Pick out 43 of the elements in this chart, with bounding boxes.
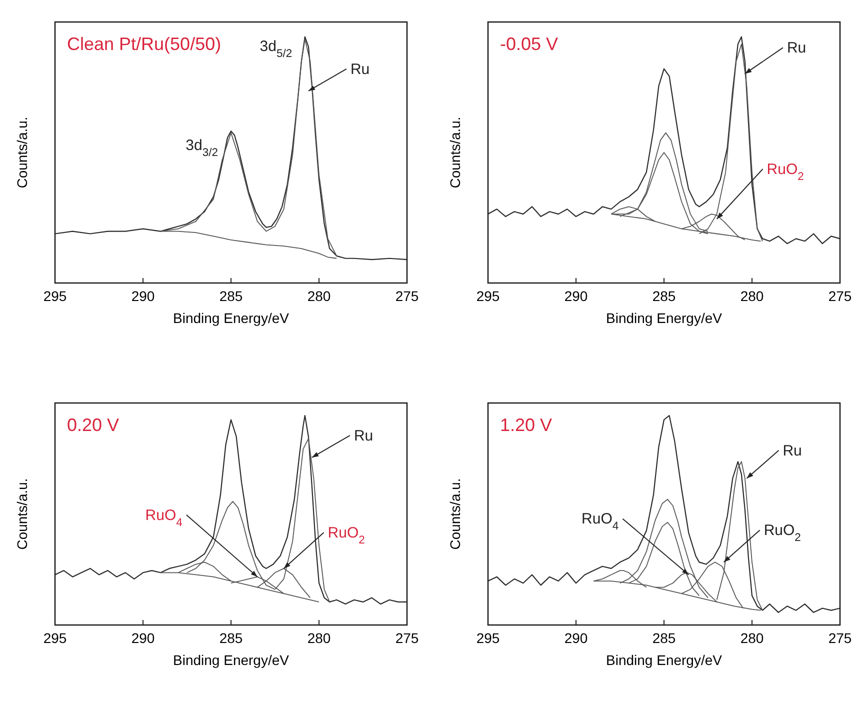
y-axis-title: Counts/a.u. (14, 116, 30, 188)
y-axis-title: Counts/a.u. (14, 478, 30, 550)
x-tick-label: 295 (476, 288, 500, 304)
chart-title: -0.05 V (500, 34, 558, 54)
x-tick-label: 280 (307, 630, 331, 646)
annotation: RuO$_{4}$ (582, 510, 619, 533)
x-tick-label: 280 (740, 288, 764, 304)
x-tick-label: 290 (131, 288, 155, 304)
y-axis-title: Counts/a.u. (447, 478, 463, 550)
annotation: Ru (350, 60, 370, 78)
x-tick-label: 285 (219, 288, 243, 304)
y-axis-title: Counts/a.u. (447, 116, 463, 188)
x-tick-label: 275 (828, 288, 852, 304)
annotation: RuO$_{4}$ (145, 506, 182, 529)
x-tick-label: 295 (43, 288, 67, 304)
x-tick-label: 295 (476, 630, 500, 646)
x-tick-label: 290 (564, 630, 588, 646)
x-tick-label: 285 (652, 288, 676, 304)
x-tick-label: 275 (395, 288, 419, 304)
x-tick-label: 280 (307, 288, 331, 304)
x-tick-label: 280 (740, 630, 764, 646)
annotation: RuO$_{2}$ (766, 160, 804, 183)
chart-title: 1.20 V (500, 415, 552, 435)
x-tick-label: 285 (219, 630, 243, 646)
x-axis-title: Binding Energy/eV (173, 652, 290, 668)
annotation: 3d$_{5/2}$ (260, 38, 292, 60)
chart-title: 0.20 V (67, 415, 120, 435)
x-tick-label: 290 (131, 630, 155, 646)
x-axis-title: Binding Energy/eV (606, 652, 723, 668)
annotation: Ru (786, 40, 806, 57)
x-tick-label: 275 (395, 630, 419, 646)
x-axis-title: Binding Energy/eV (606, 310, 723, 326)
annotation: RuO$_{2}$ (328, 524, 365, 546)
annotation: Ru (354, 427, 374, 444)
x-axis-title: Binding Energy/eV (173, 310, 290, 326)
chart-title: Clean Pt/Ru(50/50) (67, 34, 222, 54)
annotation: RuO$_{2}$ (764, 522, 801, 544)
x-tick-label: 295 (43, 630, 67, 646)
x-tick-label: 285 (652, 630, 676, 646)
x-tick-label: 290 (564, 288, 588, 304)
x-tick-label: 275 (828, 630, 852, 646)
annotation: Ru (782, 442, 802, 460)
annotation: 3d$_{3/2}$ (186, 136, 218, 159)
